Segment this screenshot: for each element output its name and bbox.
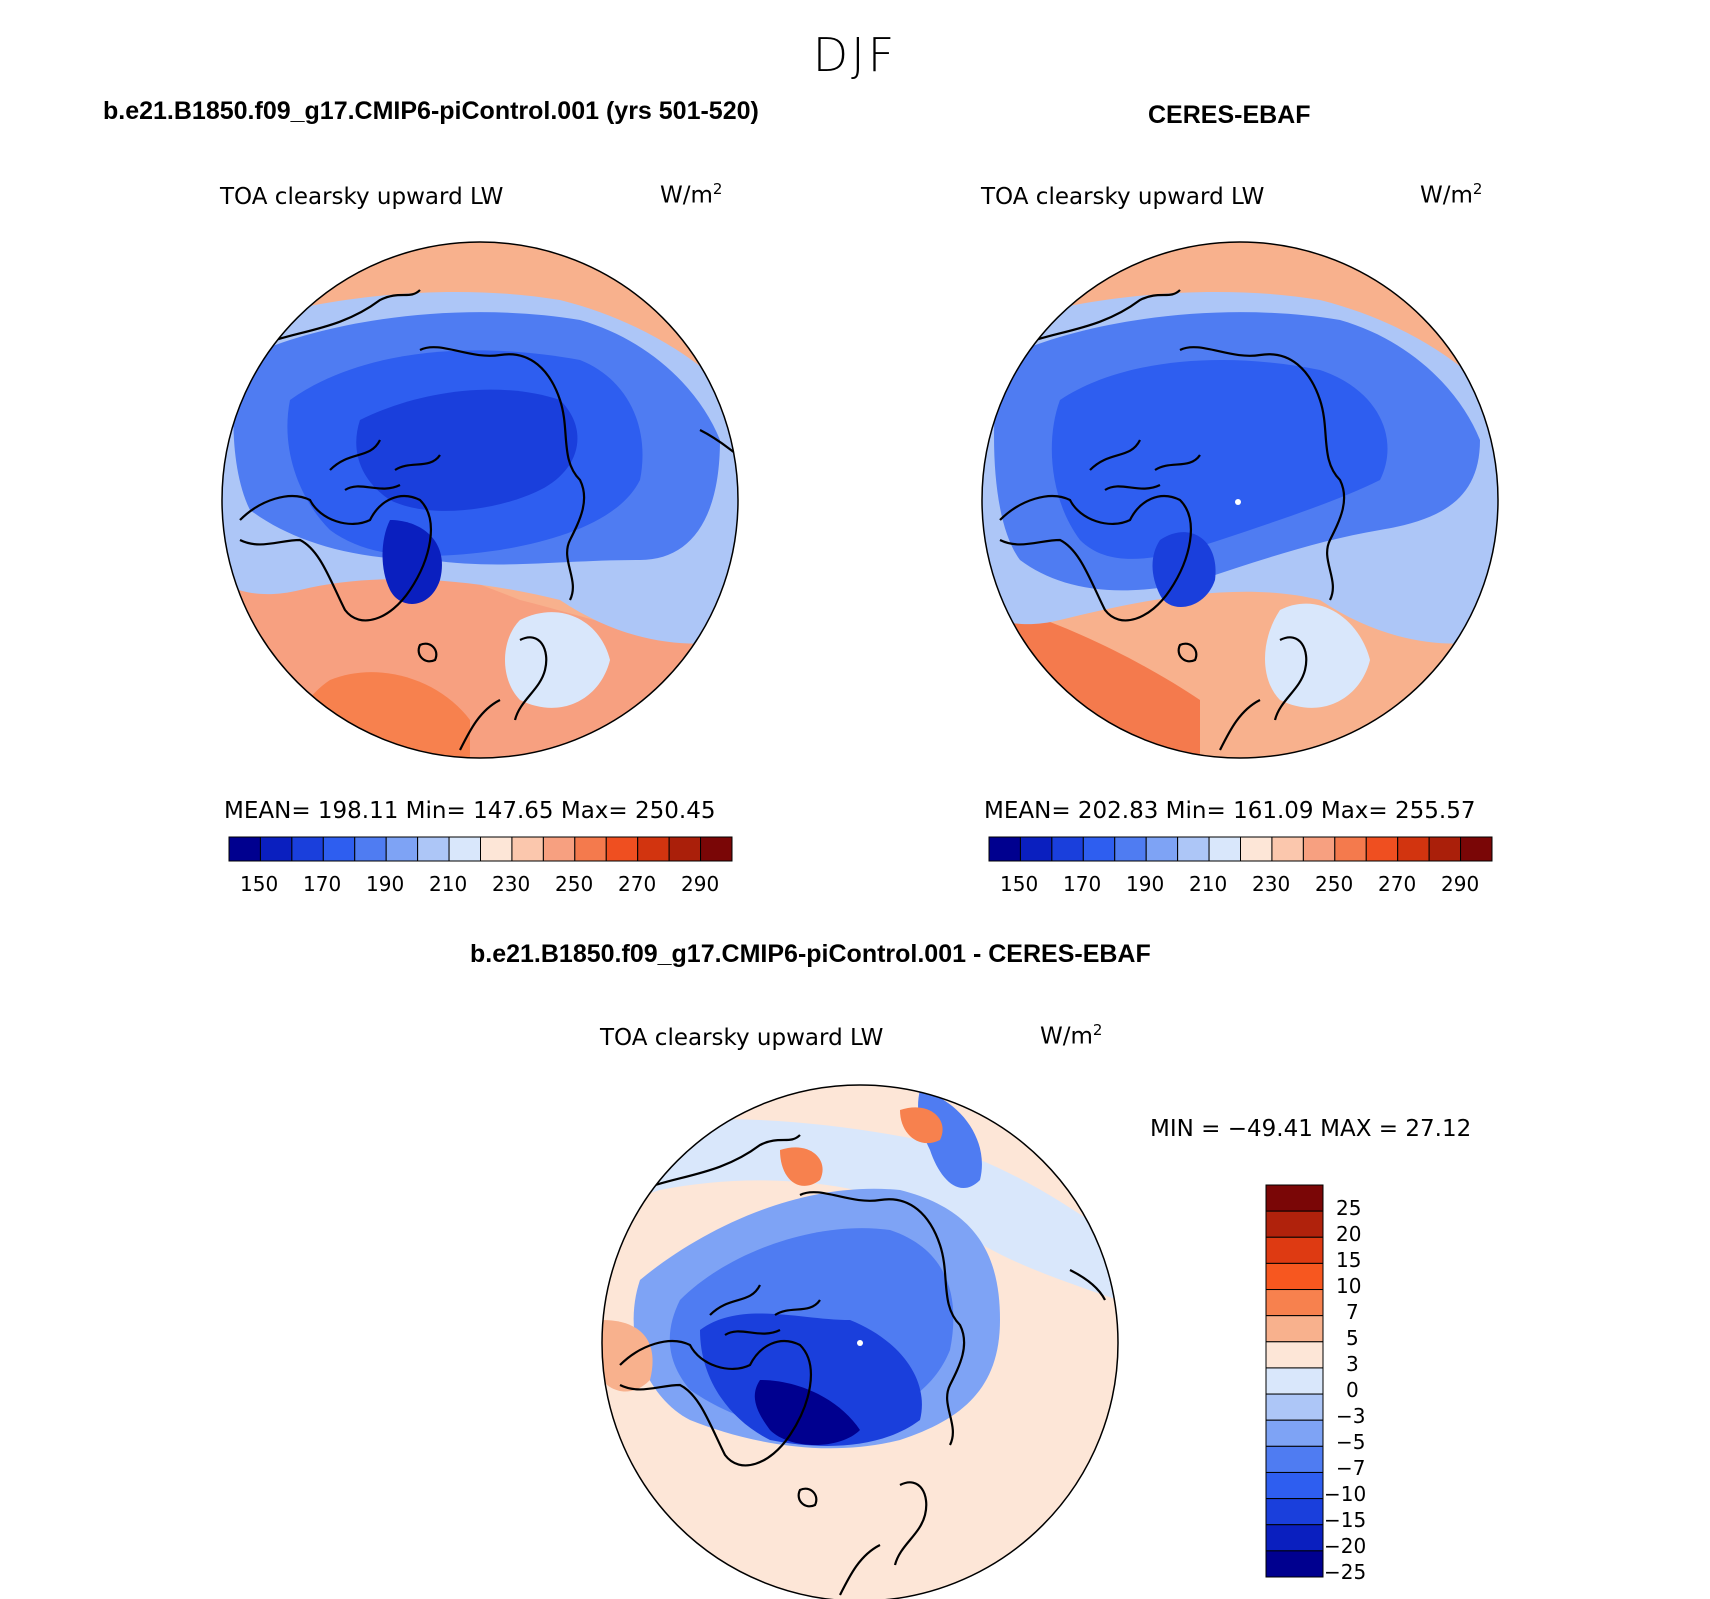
model-colorbar-swatch	[480, 836, 513, 862]
obs-tick: 270	[1378, 872, 1417, 896]
diff-tick: 5	[1346, 1326, 1359, 1350]
obs-units: W/m2	[1420, 180, 1483, 209]
diff-colorbar-swatch	[1265, 1445, 1324, 1473]
obs-case-title: CERES-EBAF	[1148, 101, 1311, 129]
model-colorbar-swatch	[322, 836, 356, 862]
model-colorbar-swatch	[637, 836, 670, 862]
model-tick: 210	[429, 872, 468, 896]
diff-tick: 25	[1336, 1196, 1362, 1220]
diff-case-title: b.e21.B1850.f09_g17.CMIP6-piControl.001 …	[470, 940, 1151, 968]
model-colorbar-swatch	[228, 836, 261, 862]
model-colorbar-swatch	[605, 836, 639, 862]
model-stats: MEAN= 198.11 Min= 147.65 Max= 250.45	[224, 798, 716, 824]
diff-tick: 15	[1336, 1248, 1362, 1272]
diff-tick: 10	[1336, 1274, 1362, 1298]
diff-tick: −3	[1336, 1404, 1366, 1428]
diff-colorbar-swatch	[1265, 1315, 1324, 1343]
model-tick: 150	[240, 872, 279, 896]
obs-colorbar-swatch	[1145, 836, 1179, 862]
obs-variable-title: TOA clearsky upward LW	[981, 184, 1265, 210]
model-colorbar-swatch	[417, 836, 450, 862]
obs-colorbar-swatch	[1460, 836, 1493, 862]
obs-colorbar-swatch	[1177, 836, 1210, 862]
obs-colorbar-swatch	[988, 836, 1021, 862]
model-colorbar-swatch	[448, 836, 481, 862]
model-colorbar-swatch	[259, 836, 293, 862]
obs-colorbar-swatch	[1114, 836, 1147, 862]
diff-colorbar-swatch	[1265, 1210, 1324, 1238]
diff-colorbar-swatch	[1265, 1471, 1324, 1500]
diff-tick: 3	[1346, 1352, 1359, 1376]
model-variable-title: TOA clearsky upward LW	[220, 184, 504, 210]
obs-tick: 210	[1189, 872, 1228, 896]
model-colorbar-swatch	[700, 836, 733, 862]
diff-colorbar-swatch	[1265, 1184, 1324, 1212]
diff-colorbar-swatch	[1265, 1262, 1324, 1291]
obs-colorbar-swatch	[1082, 836, 1116, 862]
diff-tick: 0	[1346, 1378, 1359, 1402]
obs-colorbar-swatch	[1208, 836, 1241, 862]
diff-colorbar-swatch	[1265, 1236, 1324, 1264]
obs-tick: 290	[1441, 872, 1480, 896]
model-tick: 290	[681, 872, 720, 896]
diff-colorbar-swatch	[1265, 1367, 1324, 1395]
diff-tick: −7	[1336, 1456, 1366, 1480]
diff-colorbar-swatch	[1265, 1550, 1324, 1578]
model-units: W/m2	[660, 180, 723, 209]
obs-tick: 250	[1315, 872, 1354, 896]
obs-colorbar-swatch	[1051, 836, 1084, 862]
obs-colorbar-swatch	[1271, 836, 1304, 862]
model-colorbar-swatch	[354, 836, 387, 862]
obs-field	[982, 242, 1498, 758]
model-colorbar-swatch	[574, 836, 607, 862]
diff-tick: −15	[1324, 1508, 1367, 1532]
diff-tick: −20	[1324, 1534, 1367, 1558]
diff-tick: −10	[1324, 1482, 1367, 1506]
obs-tick: 170	[1063, 872, 1102, 896]
model-tick: 170	[303, 872, 342, 896]
model-colorbar-swatch	[542, 836, 576, 862]
diff-tick: 20	[1336, 1222, 1362, 1246]
obs-colorbar-swatch	[1302, 836, 1336, 862]
obs-colorbar-swatch	[1365, 836, 1399, 862]
diff-stats: MIN = −49.41 MAX = 27.12	[1150, 1116, 1472, 1142]
diff-colorbar-swatch	[1265, 1498, 1324, 1526]
diff-colorbar-swatch	[1265, 1419, 1324, 1447]
obs-colorbar-swatch	[1428, 836, 1462, 862]
obs-colorbar-swatch	[1019, 836, 1053, 862]
obs-colorbar-swatch	[1240, 836, 1273, 862]
obs-tick: 190	[1126, 872, 1165, 896]
diff-colorbar-swatch	[1265, 1393, 1324, 1421]
model-colorbar-swatch	[511, 836, 544, 862]
obs-colorbar-swatch	[1334, 836, 1367, 862]
diff-colorbar-swatch	[1265, 1289, 1324, 1317]
model-tick: 250	[555, 872, 594, 896]
model-case-title: b.e21.B1850.f09_g17.CMIP6-piControl.001 …	[103, 97, 759, 125]
obs-colorbar-swatch	[1397, 836, 1430, 862]
model-colorbar-swatch	[668, 836, 702, 862]
diff-colorbar-swatch	[1265, 1524, 1324, 1552]
model-tick: 230	[492, 872, 531, 896]
model-colorbar-swatch	[291, 836, 324, 862]
season-title: DJF	[812, 28, 898, 82]
model-colorbar-swatch	[385, 836, 419, 862]
diff-tick: 7	[1346, 1300, 1359, 1324]
diff-units: W/m2	[1040, 1021, 1103, 1050]
model-tick: 270	[618, 872, 657, 896]
model-tick: 190	[366, 872, 405, 896]
obs-stats: MEAN= 202.83 Min= 161.09 Max= 255.57	[984, 798, 1476, 824]
obs-tick: 230	[1252, 872, 1291, 896]
diff-variable-title: TOA clearsky upward LW	[600, 1025, 884, 1051]
obs-tick: 150	[1000, 872, 1039, 896]
diff-colorbar-swatch	[1265, 1341, 1324, 1369]
diff-tick: −25	[1324, 1560, 1367, 1584]
diff-tick: −5	[1336, 1430, 1366, 1454]
